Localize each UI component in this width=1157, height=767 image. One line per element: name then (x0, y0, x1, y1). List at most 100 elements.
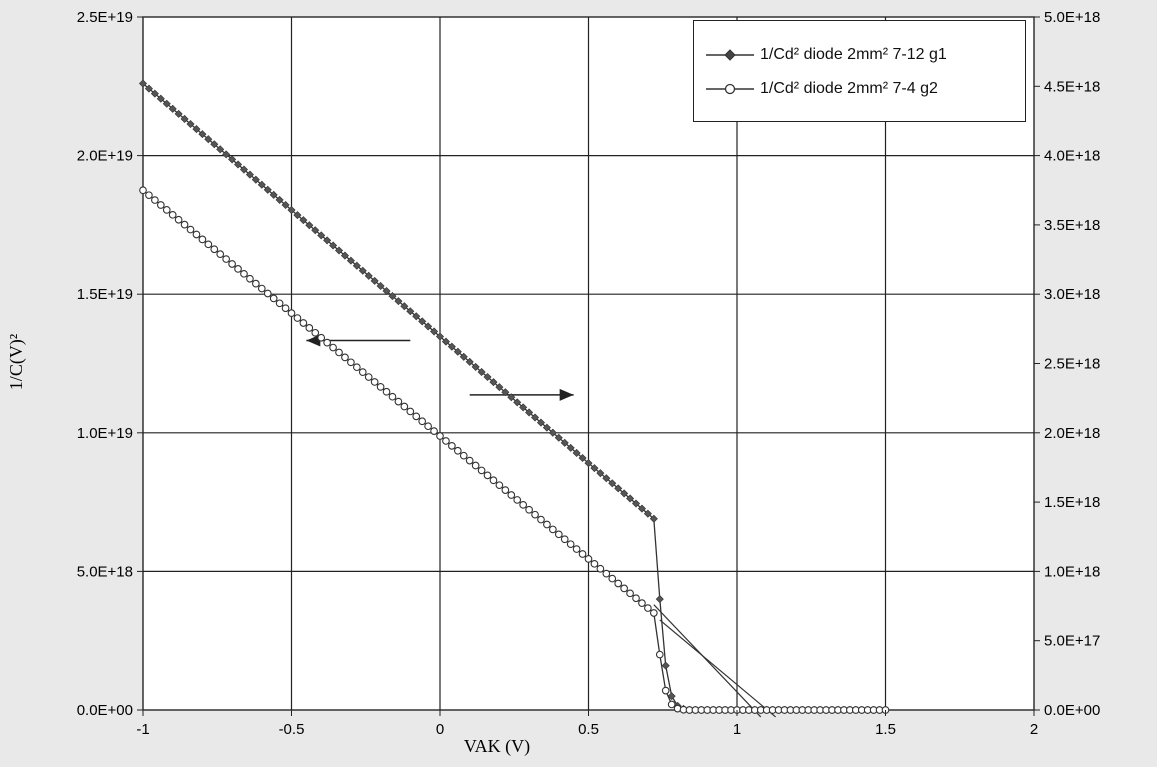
series-2-point (156, 201, 165, 209)
y-left-tick-label: 1.0E+19 (77, 425, 133, 442)
series-2-point (210, 245, 219, 254)
series-2-point (329, 343, 337, 352)
series-2-point (216, 250, 225, 259)
series-1-point (168, 104, 177, 113)
series-1-point (614, 484, 623, 493)
series-2-point (596, 564, 605, 573)
series-1-point (441, 337, 450, 346)
series-2-point (335, 348, 343, 357)
series-2-point (566, 540, 575, 549)
series-1-point (299, 216, 308, 225)
series-2-point (287, 309, 296, 317)
series-2-point (246, 274, 254, 283)
series-1-point (358, 266, 367, 275)
gridlines (143, 17, 1034, 710)
arrow-right-head-icon (559, 388, 574, 401)
y-left-tick-label: 2.0E+19 (77, 148, 133, 165)
series-1-point (400, 302, 409, 311)
x-tick-label: -0.5 (279, 721, 305, 738)
series-2-point (578, 550, 587, 558)
series-2-point (151, 196, 159, 204)
series-2-point (590, 559, 599, 568)
series-2-point (204, 240, 213, 249)
series-2-point (186, 225, 195, 234)
series-1-point (293, 211, 302, 220)
series-2-point (275, 299, 284, 308)
x-tick-label: 2 (1030, 721, 1038, 738)
series-2-point (655, 650, 664, 659)
series-2-point (448, 442, 456, 450)
y-right-tick-label: 3.5E+18 (1044, 217, 1100, 234)
series-2-point (519, 500, 528, 509)
series-2-point (525, 505, 533, 514)
y-right-tick-label: 1.5E+18 (1044, 494, 1100, 511)
series-1-point (251, 175, 260, 184)
series-2-point (305, 324, 314, 332)
series-1-point (245, 170, 254, 179)
series-1-point (234, 160, 243, 169)
series-2-point (323, 338, 331, 347)
series-1-point (477, 367, 486, 377)
series-2-point (293, 314, 302, 322)
series-2-point (412, 412, 421, 421)
series-2-point (234, 265, 242, 273)
series-2-point (394, 397, 403, 406)
series-1-point (531, 413, 540, 422)
circle-marker-icon (706, 83, 754, 95)
series-1-point (554, 433, 563, 442)
series-1-point (560, 438, 569, 447)
series-2-point (341, 353, 349, 362)
series-2-point (317, 333, 326, 342)
series-1-point (376, 281, 385, 290)
series-1-point (394, 297, 403, 306)
series-1-point (281, 200, 290, 210)
series-2-point (513, 496, 522, 504)
series-1-point (501, 388, 510, 397)
series-1-point (483, 373, 492, 382)
series-2-point (560, 535, 569, 544)
series-1-point (596, 469, 605, 478)
series-2-point (311, 328, 320, 337)
series-1-point (661, 661, 670, 670)
y-right-tick-label: 3.0E+18 (1044, 286, 1100, 303)
series-2-point (501, 486, 510, 494)
axes: -1 -0.5 0 0.5 1 1.5 2 0.0E+00 5.0E+18 1.0E+19 1.5E… (77, 9, 1101, 738)
series-2-point (222, 255, 231, 263)
series-2-point (549, 525, 557, 534)
series-1-point (513, 398, 522, 407)
legend-label-series-2: 1/Cd² diode 2mm² 7-4 g2 (760, 80, 938, 97)
series-2-point (614, 579, 623, 588)
series-1-point (572, 448, 581, 457)
series-2-point (257, 284, 266, 293)
series-2-point (430, 427, 438, 435)
series-1-point (317, 231, 326, 240)
series-2-point (299, 319, 308, 327)
series-2-point (168, 210, 177, 219)
x-tick-label: 1.5 (875, 721, 896, 738)
series-1-point (305, 221, 314, 230)
x-tick-label: -1 (136, 721, 149, 738)
series-2-point (436, 432, 444, 440)
series-1-point (655, 595, 664, 604)
series-1-point (536, 418, 546, 427)
legend: 1/Cd² diode 2mm² 7-12 g1 1/Cd² diode 2mm… (693, 20, 1026, 122)
series-1-point (210, 140, 219, 149)
series-2-point (198, 235, 207, 244)
series-2-point (667, 700, 676, 709)
x-tick-label: 0.5 (578, 721, 599, 738)
series-2-point (347, 358, 355, 367)
series-1-point (435, 332, 445, 341)
series-2-point (489, 476, 498, 485)
series-2-point (364, 373, 373, 381)
y-right-tick-label: 2.0E+18 (1044, 425, 1100, 442)
series-1-point (364, 271, 373, 280)
legend-item-series-2: 1/Cd² diode 2mm² 7-4 g2 (704, 79, 938, 99)
series-1-point (406, 307, 415, 316)
series-2-point (543, 520, 551, 529)
series-2-point (263, 289, 272, 298)
y-right-tick-label: 4.0E+18 (1044, 148, 1100, 165)
y-left-tick-label: 1.5E+19 (77, 286, 133, 303)
series-2-point (424, 422, 432, 431)
series-2-point (495, 481, 504, 490)
